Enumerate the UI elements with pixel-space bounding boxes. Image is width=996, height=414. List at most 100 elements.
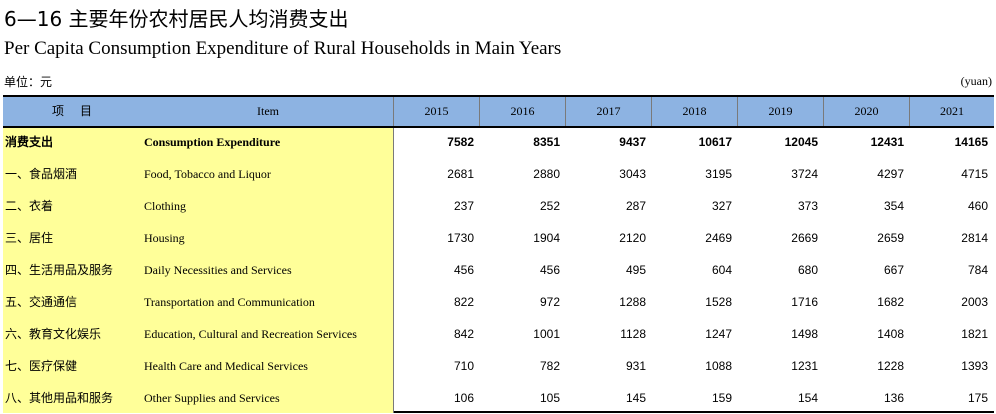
- row-label-english: Daily Necessities and Services: [144, 263, 292, 277]
- value-cell-2019: 1716: [791, 295, 818, 309]
- row-label-chinese: 二、衣着: [5, 199, 54, 213]
- value-cell-2021: 175: [967, 391, 988, 405]
- value-cell-2018: 10617: [698, 135, 732, 149]
- table-row: 六、教育文化娱乐 Education, Cultural and Recreati…: [3, 318, 994, 350]
- row-label-english: Consumption Expenditure: [144, 135, 281, 149]
- value-cell-2021: 2003: [961, 295, 988, 309]
- value-cell-2019: 680: [797, 263, 818, 277]
- value-cell-2016: 8351: [533, 135, 560, 149]
- value-cell-2016: 2880: [533, 167, 560, 181]
- value-cell-2015: 710: [453, 359, 474, 373]
- value-cell-2017: 3043: [619, 167, 646, 181]
- value-cell-2016: 782: [539, 359, 560, 373]
- row-label-english: Food, Tobacco and Liquor: [144, 167, 271, 181]
- value-cell-2017: 1288: [619, 295, 646, 309]
- value-cell-2016: 105: [539, 391, 560, 405]
- header-year-2019: 2019: [738, 97, 824, 126]
- row-label-chinese: 八、其他用品和服务: [5, 391, 114, 405]
- unit-label-english: (yuan): [960, 74, 992, 88]
- value-cell-2020: 136: [883, 391, 904, 405]
- row-label-chinese: 消费支出: [5, 135, 54, 149]
- row-label-chinese: 一、食品烟酒: [5, 167, 78, 181]
- value-cell-2015: 237: [453, 199, 474, 213]
- value-cell-2020: 1408: [877, 327, 904, 341]
- table-header-row: 项目 Item 2015 2016 2017 2018 2019 2020 20…: [3, 97, 994, 128]
- table-row: 八、其他用品和服务 Other Supplies and Services 106 1…: [3, 382, 994, 414]
- value-cell-2018: 604: [711, 263, 732, 277]
- value-cell-2015: 7582: [447, 135, 474, 149]
- value-cell-2021: 2814: [961, 231, 988, 245]
- value-cell-2021: 1393: [961, 359, 988, 373]
- header-year-2017: 2017: [566, 97, 652, 126]
- value-cell-2020: 667: [883, 263, 904, 277]
- data-table: 项目 Item 2015 2016 2017 2018 2019 2020 20…: [3, 95, 994, 413]
- value-cell-2015: 2681: [447, 167, 474, 181]
- value-cell-2020: 354: [883, 199, 904, 213]
- item-column-background: [3, 128, 394, 413]
- value-cell-2015: 822: [453, 295, 474, 309]
- row-label-english: Housing: [144, 231, 185, 245]
- value-cell-2015: 1730: [447, 231, 474, 245]
- table-row: 二、衣着 Clothing 237 252 287 327 373 354 460: [3, 190, 994, 222]
- row-label-english: Transportation and Communication: [144, 295, 315, 309]
- value-cell-2019: 3724: [791, 167, 818, 181]
- value-cell-2017: 287: [625, 199, 646, 213]
- value-cell-2017: 9437: [619, 135, 646, 149]
- value-cell-2018: 2469: [705, 231, 732, 245]
- value-cell-2016: 456: [539, 263, 560, 277]
- value-cell-2017: 1128: [620, 327, 646, 341]
- value-cell-2020: 12431: [870, 135, 904, 149]
- value-cell-2021: 14165: [954, 135, 988, 149]
- value-cell-2015: 106: [453, 391, 474, 405]
- value-cell-2018: 1247: [705, 327, 732, 341]
- table-row: 消费支出 Consumption Expenditure 7582 8351 9437 1…: [3, 126, 994, 158]
- value-cell-2019: 373: [797, 199, 818, 213]
- header-year-2015: 2015: [394, 97, 480, 126]
- table-row: 一、食品烟酒 Food, Tobacco and Liquor 2681 2880 30…: [3, 158, 994, 190]
- value-cell-2021: 1821: [961, 327, 988, 341]
- value-cell-2021: 460: [967, 199, 988, 213]
- value-cell-2019: 1231: [791, 359, 818, 373]
- table-row: 五、交通通信 Transportation and Communication 82…: [3, 286, 994, 318]
- value-cell-2017: 495: [625, 263, 646, 277]
- value-cell-2020: 1228: [877, 359, 904, 373]
- value-cell-2021: 784: [967, 263, 988, 277]
- value-cell-2019: 154: [797, 391, 818, 405]
- header-item-chinese: 项目: [51, 104, 108, 118]
- table-row: 四、生活用品及服务 Daily Necessities and Services 4…: [3, 254, 994, 286]
- value-cell-2019: 2669: [791, 231, 818, 245]
- value-cell-2020: 4297: [877, 167, 904, 181]
- header-year-2020: 2020: [824, 97, 910, 126]
- unit-label-chinese: 单位：元: [4, 75, 53, 89]
- value-cell-2018: 1528: [705, 295, 732, 309]
- value-cell-2018: 1088: [705, 359, 732, 373]
- table-title-chinese: 6—16 主要年份农村居民人均消费支出: [4, 7, 349, 31]
- row-label-english: Clothing: [144, 199, 187, 213]
- value-cell-2019: 1498: [791, 327, 818, 341]
- row-label-chinese: 三、居住: [5, 231, 54, 245]
- value-cell-2015: 456: [453, 263, 474, 277]
- value-cell-2016: 252: [539, 199, 560, 213]
- value-cell-2016: 972: [539, 295, 560, 309]
- header-year-2021: 2021: [940, 104, 964, 118]
- table-title-english: Per Capita Consumption Expenditure of Ru…: [4, 38, 562, 59]
- value-cell-2017: 2120: [619, 231, 646, 245]
- row-label-english: Other Supplies and Services: [144, 391, 280, 405]
- header-year-2018: 2018: [652, 97, 738, 126]
- row-label-chinese: 六、教育文化娱乐: [5, 327, 102, 341]
- row-label-chinese: 五、交通通信: [5, 295, 78, 309]
- row-label-chinese: 七、医疗保健: [5, 359, 78, 373]
- value-cell-2017: 145: [625, 391, 646, 405]
- header-item-english: Item: [143, 97, 394, 126]
- value-cell-2020: 2659: [877, 231, 904, 245]
- row-label-chinese: 四、生活用品及服务: [5, 263, 114, 277]
- value-cell-2015: 842: [453, 327, 474, 341]
- value-cell-2018: 159: [711, 391, 732, 405]
- value-cell-2016: 1001: [533, 327, 560, 341]
- value-cell-2016: 1904: [533, 231, 560, 245]
- value-cell-2019: 12045: [784, 135, 818, 149]
- row-label-english: Education, Cultural and Recreation Servi…: [144, 327, 357, 341]
- value-cell-2017: 931: [625, 359, 646, 373]
- table-row: 七、医疗保健 Health Care and Medical Services 71…: [3, 350, 994, 382]
- value-cell-2018: 327: [711, 199, 732, 213]
